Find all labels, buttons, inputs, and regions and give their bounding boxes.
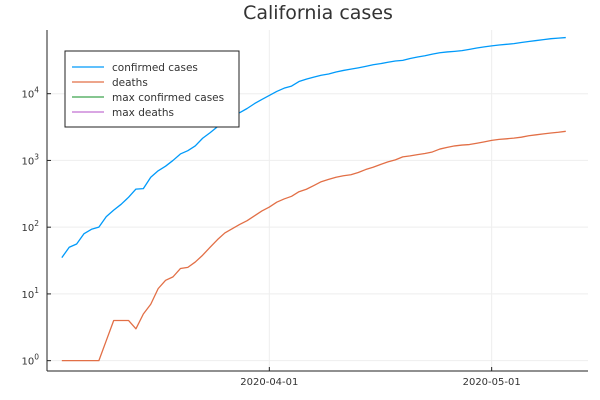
series-line-confirmed-cases xyxy=(61,36,566,258)
series-line-deaths xyxy=(61,130,566,362)
y-tick-label: 102 xyxy=(21,219,39,234)
legend-box xyxy=(64,50,240,128)
legend-label: deaths xyxy=(112,77,148,89)
x-tick-label: 2020-04-01 xyxy=(240,377,298,388)
series-lines xyxy=(61,36,566,362)
tick-labels: 100 101 102 103 104 2020-04-01 2020-05-01 xyxy=(21,86,520,388)
y-tick-label: 100 xyxy=(21,353,39,368)
chart-title: California cases xyxy=(243,2,393,24)
axes xyxy=(46,30,588,372)
legend-label: max deaths xyxy=(112,107,174,119)
legend-label: max confirmed cases xyxy=(112,92,224,104)
y-tick-label: 101 xyxy=(21,286,39,301)
x-tick-label: 2020-05-01 xyxy=(463,377,521,388)
y-tick-label: 103 xyxy=(21,152,39,167)
legend-label: confirmed cases xyxy=(112,62,198,74)
legend: confirmed cases deaths max confirmed cases… xyxy=(64,50,240,128)
y-tick-label: 104 xyxy=(21,86,39,101)
